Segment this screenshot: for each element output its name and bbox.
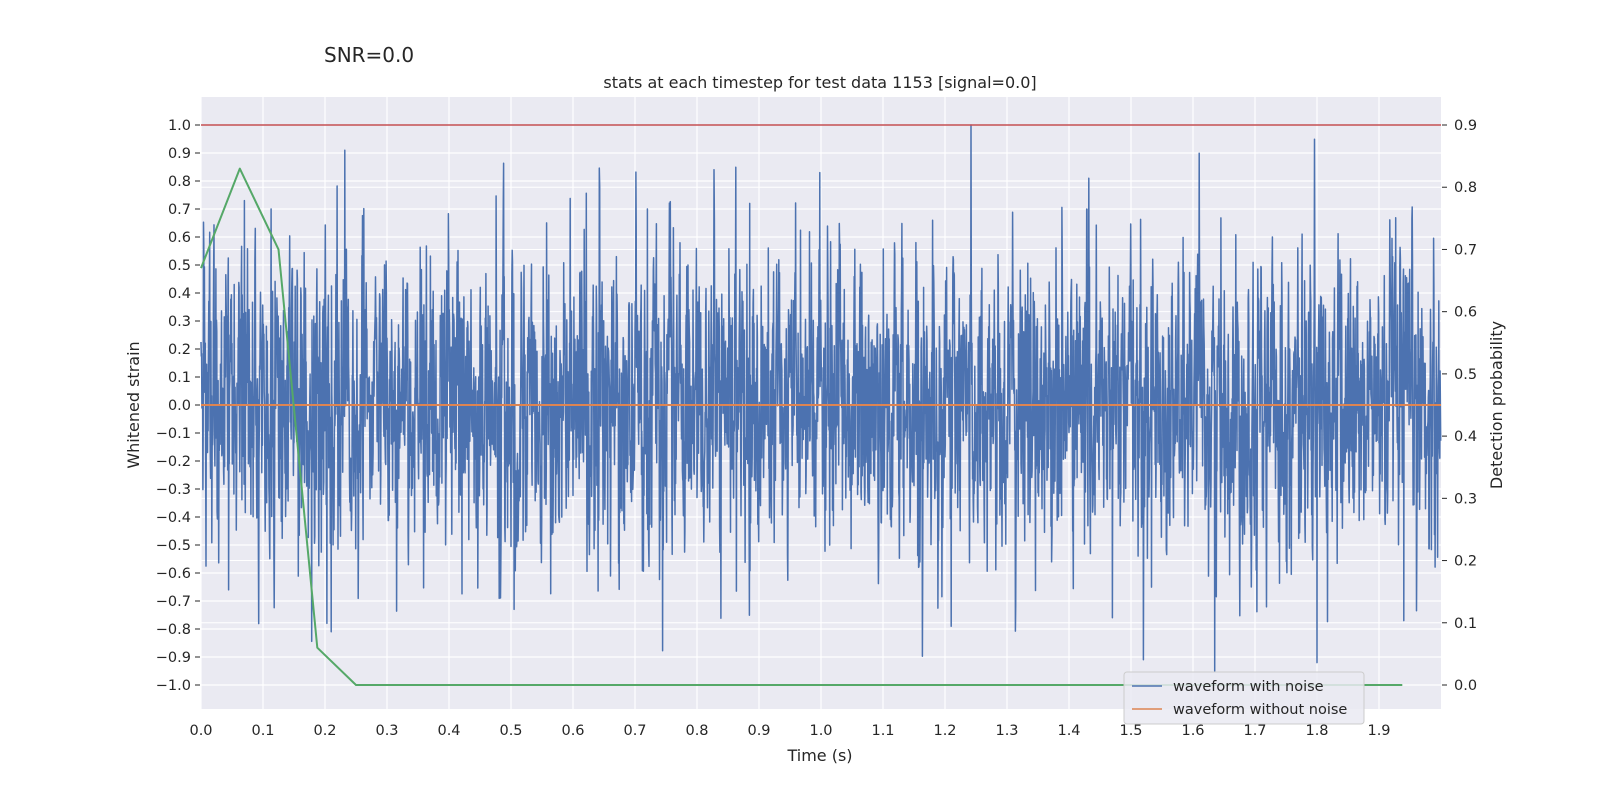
y-tick-label: 0.1	[168, 370, 191, 386]
y-tick-label: −0.9	[156, 650, 191, 666]
y-tick-label: −0.1	[156, 426, 191, 442]
y-tick-label: −0.6	[156, 566, 191, 582]
x-tick-label: 1.2	[933, 723, 956, 739]
y-tick-label: −0.8	[156, 622, 191, 638]
x-tick-label: 0.3	[375, 723, 398, 739]
chart-suptitle: SNR=0.0	[324, 43, 414, 67]
x-tick-label: 0.4	[437, 723, 460, 739]
y-tick-label: −0.3	[156, 482, 191, 498]
y-tick-label: −0.5	[156, 538, 191, 554]
x-tick-label: 1.9	[1367, 723, 1390, 739]
x-tick-label: 1.7	[1243, 723, 1266, 739]
y-tick-label: −0.2	[156, 454, 191, 470]
y2-tick-label: 0.7	[1454, 242, 1477, 258]
x-tick-label: 0.9	[747, 723, 770, 739]
y-tick-label: 0.8	[168, 174, 191, 190]
series-detection-probability	[200, 167, 1403, 686]
y-tick-label: 0.7	[168, 202, 191, 218]
y2-tick-label: 0.1	[1454, 616, 1477, 632]
x-tick-labels: 0.0 0.1 0.2 0.3 0.4 0.5 0.6 0.7 0.8 0.9 1.0 1.1 1.2 1…	[189, 723, 1390, 739]
x-tick-label: 0.6	[561, 723, 584, 739]
legend-label-noise: waveform with noise	[1173, 679, 1324, 695]
legend: waveform with noise waveform without noi…	[1123, 671, 1365, 725]
x-tick-label: 0.7	[623, 723, 646, 739]
y2-tick-label: 0.6	[1454, 305, 1477, 321]
x-tick-label: 0.2	[313, 723, 336, 739]
y-tick-label: 1.0	[168, 118, 191, 134]
y2-tick-label: 0.9	[1454, 118, 1477, 134]
y-tick-label: 0.4	[168, 286, 191, 302]
legend-label-clean: waveform without noise	[1173, 702, 1347, 718]
y-tick-label: −1.0	[156, 678, 191, 694]
y-axis-label: Whitened strain	[124, 341, 143, 468]
y2-tick-label: 0.8	[1454, 180, 1477, 196]
y-tick-label: −0.4	[156, 510, 191, 526]
x-tick-label: 1.1	[871, 723, 894, 739]
y2-tick-label: 0.3	[1454, 491, 1477, 507]
y-tick-label: 0.5	[168, 258, 191, 274]
chart-title: stats at each timestep for test data 115…	[603, 73, 1036, 92]
y-tick-labels: 1.0 0.9 0.8 0.7 0.6 0.5 0.4 0.3 0.2 0.1 0.0 −0.1 −0.…	[156, 118, 200, 694]
series-group	[200, 124, 1442, 686]
y2-tick-label: 0.4	[1454, 429, 1477, 445]
y2-tick-label: 0.0	[1454, 678, 1477, 694]
y-tick-label: 0.3	[168, 314, 191, 330]
y2-tick-label: 0.5	[1454, 367, 1477, 383]
x-tick-label: 0.1	[251, 723, 274, 739]
x-tick-label: 1.3	[995, 723, 1018, 739]
y-tick-label: −0.7	[156, 594, 191, 610]
x-tick-label: 1.0	[809, 723, 832, 739]
x-axis-label: Time (s)	[786, 746, 852, 765]
x-tick-label: 1.6	[1181, 723, 1204, 739]
x-tick-label: 0.5	[499, 723, 522, 739]
series-noisy-waveform	[200, 124, 1442, 672]
y2-axis-label: Detection probability	[1487, 321, 1506, 489]
y-tick-label: 0.6	[168, 230, 191, 246]
y-tick-label: 0.0	[168, 398, 191, 414]
x-tick-label: 1.4	[1057, 723, 1080, 739]
y2-tick-labels: 0.9 0.8 0.7 0.6 0.5 0.4 0.3 0.2 0.1 0.0	[1442, 118, 1477, 694]
x-tick-label: 0.8	[685, 723, 708, 739]
y-tick-label: 0.9	[168, 146, 191, 162]
x-tick-label: 1.8	[1305, 723, 1328, 739]
legend-box	[1123, 671, 1365, 725]
y-tick-label: 0.2	[168, 342, 191, 358]
x-tick-label: 1.5	[1119, 723, 1142, 739]
y2-tick-label: 0.2	[1454, 554, 1477, 570]
x-tick-label: 0.0	[189, 723, 212, 739]
